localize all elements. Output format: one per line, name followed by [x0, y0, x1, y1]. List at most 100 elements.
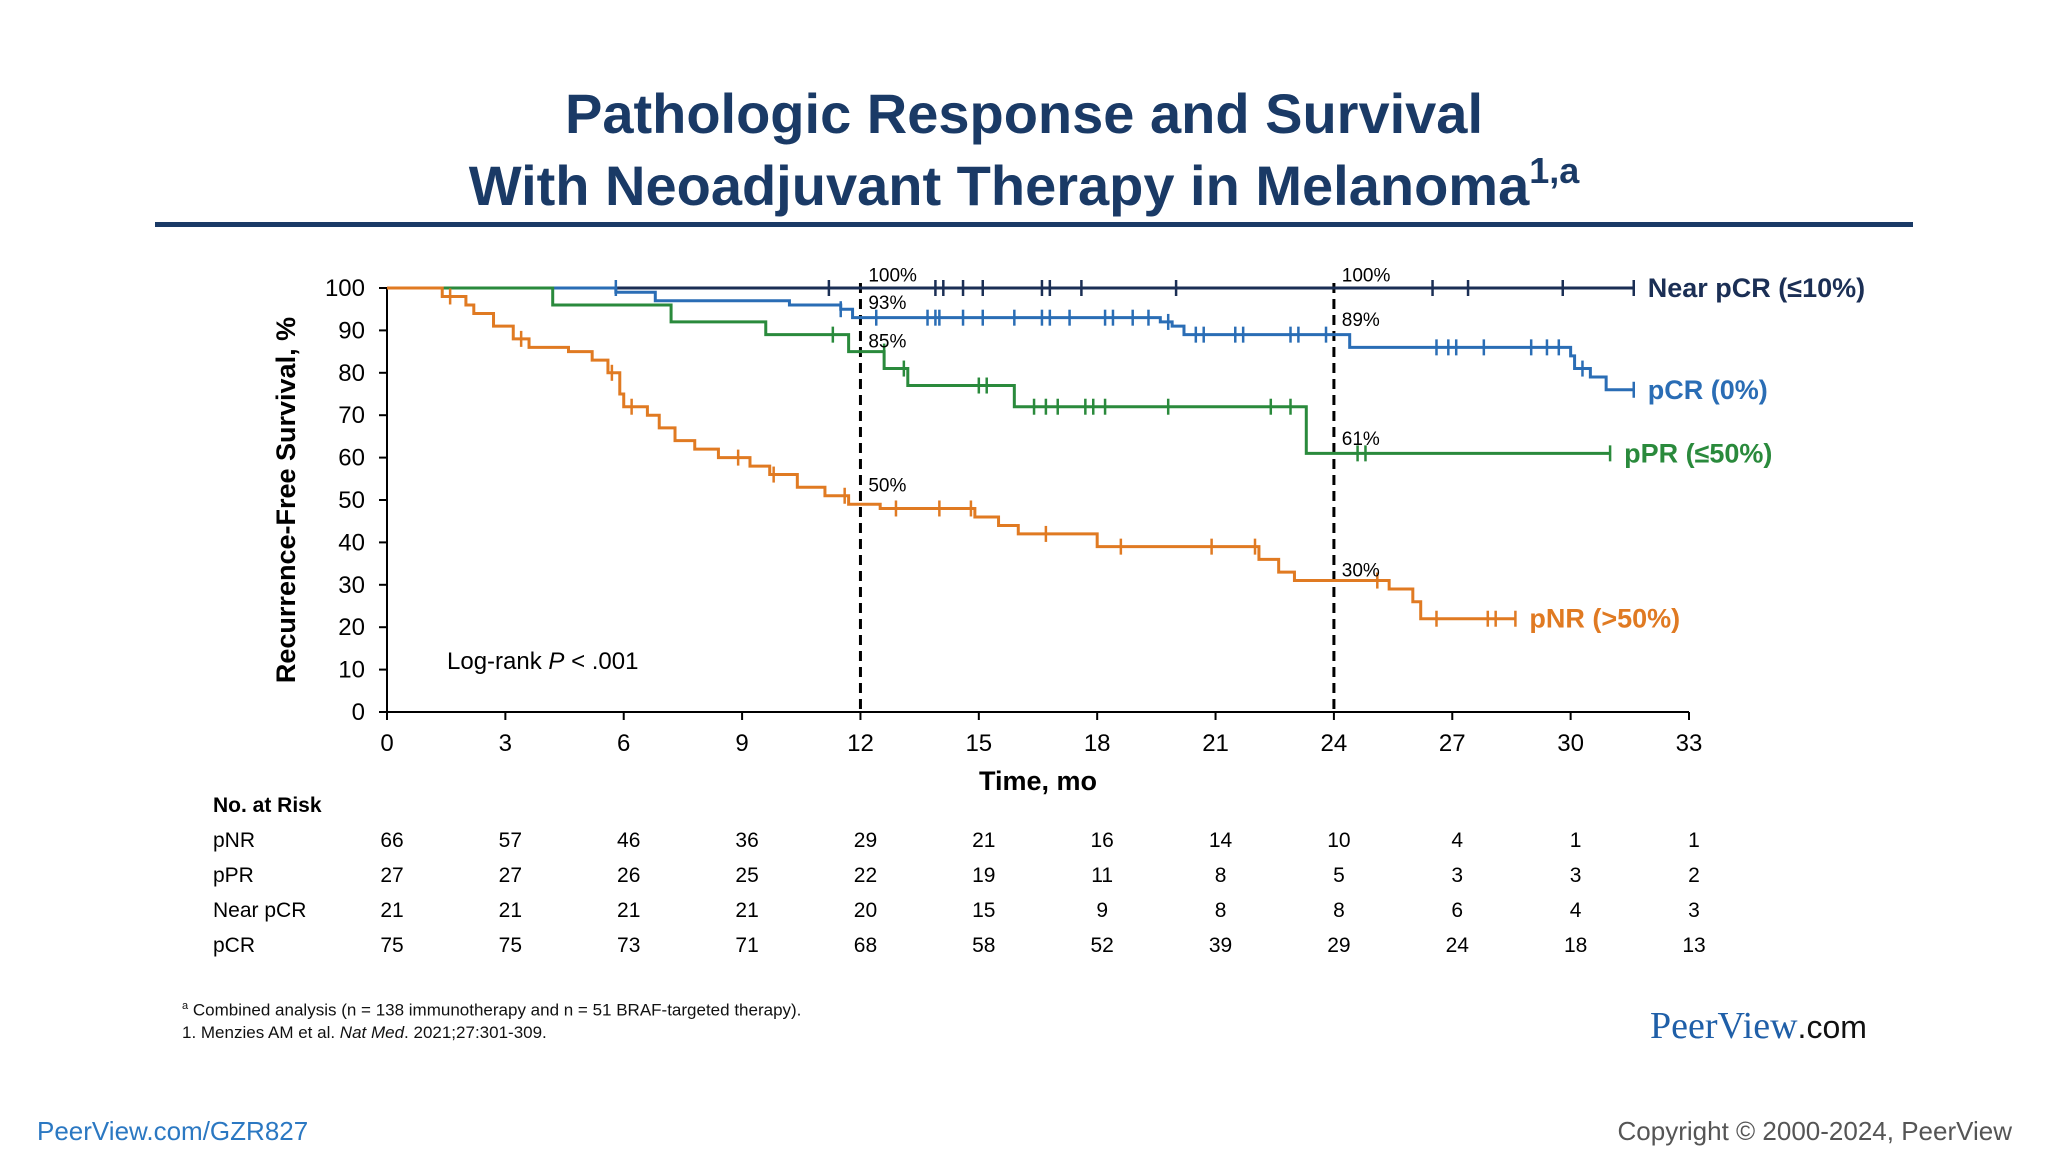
risk-cell: 14 [1208, 829, 1233, 852]
risk-row-label: Near pCR [213, 899, 307, 922]
risk-cell: 21 [735, 899, 759, 922]
x-tick-label: 21 [1202, 730, 1229, 757]
risk-cell: 2 [1688, 864, 1700, 887]
percent-label: 100% [868, 266, 917, 287]
footnote-a-text: Combined analysis (n = 138 immunotherapy… [188, 1000, 802, 1020]
risk-table-title: No. at Risk [213, 794, 322, 817]
y-tick-label: 90 [338, 317, 365, 344]
risk-cell: 1 [1569, 829, 1582, 852]
risk-cell: 4 [1569, 899, 1582, 922]
x-tick-label: 33 [1676, 730, 1703, 757]
x-tick-label: 27 [1439, 730, 1466, 757]
y-tick-label: 30 [338, 572, 365, 599]
title-line-2: With Neoadjuvant Therapy in Melanoma1,a [0, 150, 2048, 222]
x-tick-label: 3 [499, 730, 512, 757]
title-line-2-text: With Neoadjuvant Therapy in Melanoma [468, 154, 1530, 217]
risk-cell: 73 [617, 934, 641, 957]
x-tick-label: 15 [965, 730, 992, 757]
percent-label: 30% [1342, 560, 1380, 581]
risk-cell: 66 [380, 829, 404, 852]
risk-row-label: pPR [213, 864, 254, 887]
risk-cell: 11 [1091, 864, 1114, 887]
title-superscript: 1,a [1529, 150, 1580, 191]
risk-cell: 8 [1214, 864, 1227, 887]
risk-cell: 57 [498, 829, 523, 852]
risk-cell: 21 [972, 829, 996, 852]
risk-cell: 15 [972, 899, 996, 922]
footnote-reference: 1. Menzies AM et al. Nat Med. 2021;27:30… [182, 1023, 547, 1043]
title-divider [155, 222, 1913, 227]
series-line [387, 286, 1516, 621]
risk-cell: 13 [1682, 934, 1706, 957]
risk-cell: 39 [1208, 934, 1233, 957]
risk-cell: 3 [1688, 899, 1700, 922]
peerview-logo: PeerView.com [1650, 1004, 1867, 1048]
risk-cell: 21 [617, 899, 641, 922]
risk-cell: 24 [1445, 934, 1469, 957]
risk-cell: 75 [380, 934, 404, 957]
risk-cell: 27 [498, 864, 523, 887]
risk-cell: 5 [1333, 864, 1345, 887]
y-tick-label: 40 [338, 529, 365, 556]
series-label: pCR (0%) [1648, 375, 1768, 405]
risk-cell: 25 [735, 864, 759, 887]
copyright-text: Copyright © 2000-2024, PeerView [1617, 1116, 2012, 1146]
ref-prefix: 1. Menzies AM et al. [182, 1023, 340, 1042]
y-tick-label: 60 [338, 445, 365, 472]
y-axis-label: Recurrence-Free Survival, % [271, 317, 301, 683]
y-tick-label: 80 [338, 360, 365, 387]
x-axis-label: Time, mo [979, 766, 1097, 796]
percent-label: 89% [1342, 310, 1380, 331]
risk-cell: 8 [1214, 899, 1227, 922]
risk-cell: 52 [1090, 934, 1114, 957]
risk-cell: 71 [735, 934, 759, 957]
risk-cell: 29 [1327, 934, 1351, 957]
risk-cell: 75 [498, 934, 523, 957]
ref-suffix: . 2021;27:301-309. [404, 1023, 547, 1042]
risk-cell: 68 [853, 934, 878, 957]
x-tick-label: 12 [847, 730, 874, 757]
y-tick-label: 50 [338, 487, 365, 514]
risk-cell: 20 [853, 899, 878, 922]
footnote-a-marker: a [182, 1000, 189, 1012]
y-tick-label: 70 [338, 402, 365, 429]
x-tick-label: 30 [1557, 730, 1584, 757]
brand-suffix: .com [1797, 1009, 1867, 1045]
risk-cell: 46 [617, 829, 641, 852]
percent-label: 50% [868, 476, 906, 497]
risk-cell: 27 [380, 864, 404, 887]
series-label: pNR (>50%) [1529, 604, 1680, 634]
risk-cell: 58 [972, 934, 996, 957]
x-tick-label: 24 [1321, 730, 1348, 757]
y-tick-label: 0 [352, 699, 365, 726]
risk-cell: 26 [617, 864, 641, 887]
y-tick-label: 100 [325, 275, 365, 302]
y-tick-label: 10 [338, 657, 365, 684]
ref-journal: Nat Med [339, 1023, 405, 1042]
risk-cell: 21 [498, 899, 523, 922]
chart-title: Pathologic Response and Survival With Ne… [0, 78, 2048, 222]
brand-name: PeerView [1650, 1005, 1798, 1047]
y-tick-label: 20 [338, 614, 365, 641]
peerview-link[interactable]: PeerView.com/GZR827 [37, 1116, 309, 1146]
x-tick-label: 9 [735, 730, 748, 757]
percent-label: 100% [1342, 266, 1391, 287]
risk-cell: 10 [1327, 829, 1351, 852]
log-rank-annotation: Log-rank P < .001 [447, 648, 638, 675]
risk-cell: 3 [1569, 864, 1582, 887]
risk-cell: 19 [972, 864, 996, 887]
risk-cell: 1 [1688, 829, 1700, 852]
percent-label: 61% [1342, 429, 1380, 450]
series-label: pPR (≤50%) [1624, 438, 1772, 468]
x-tick-label: 0 [380, 730, 393, 757]
risk-cell: 22 [853, 864, 878, 887]
risk-cell: 9 [1096, 899, 1109, 922]
risk-cell: 4 [1451, 829, 1464, 852]
series-line [387, 286, 1611, 455]
percent-label: 85% [868, 331, 906, 352]
risk-cell: 3 [1451, 864, 1464, 887]
x-tick-label: 6 [617, 730, 630, 757]
series-label: Near pCR (≤10%) [1648, 273, 1865, 303]
risk-cell: 16 [1090, 829, 1114, 852]
